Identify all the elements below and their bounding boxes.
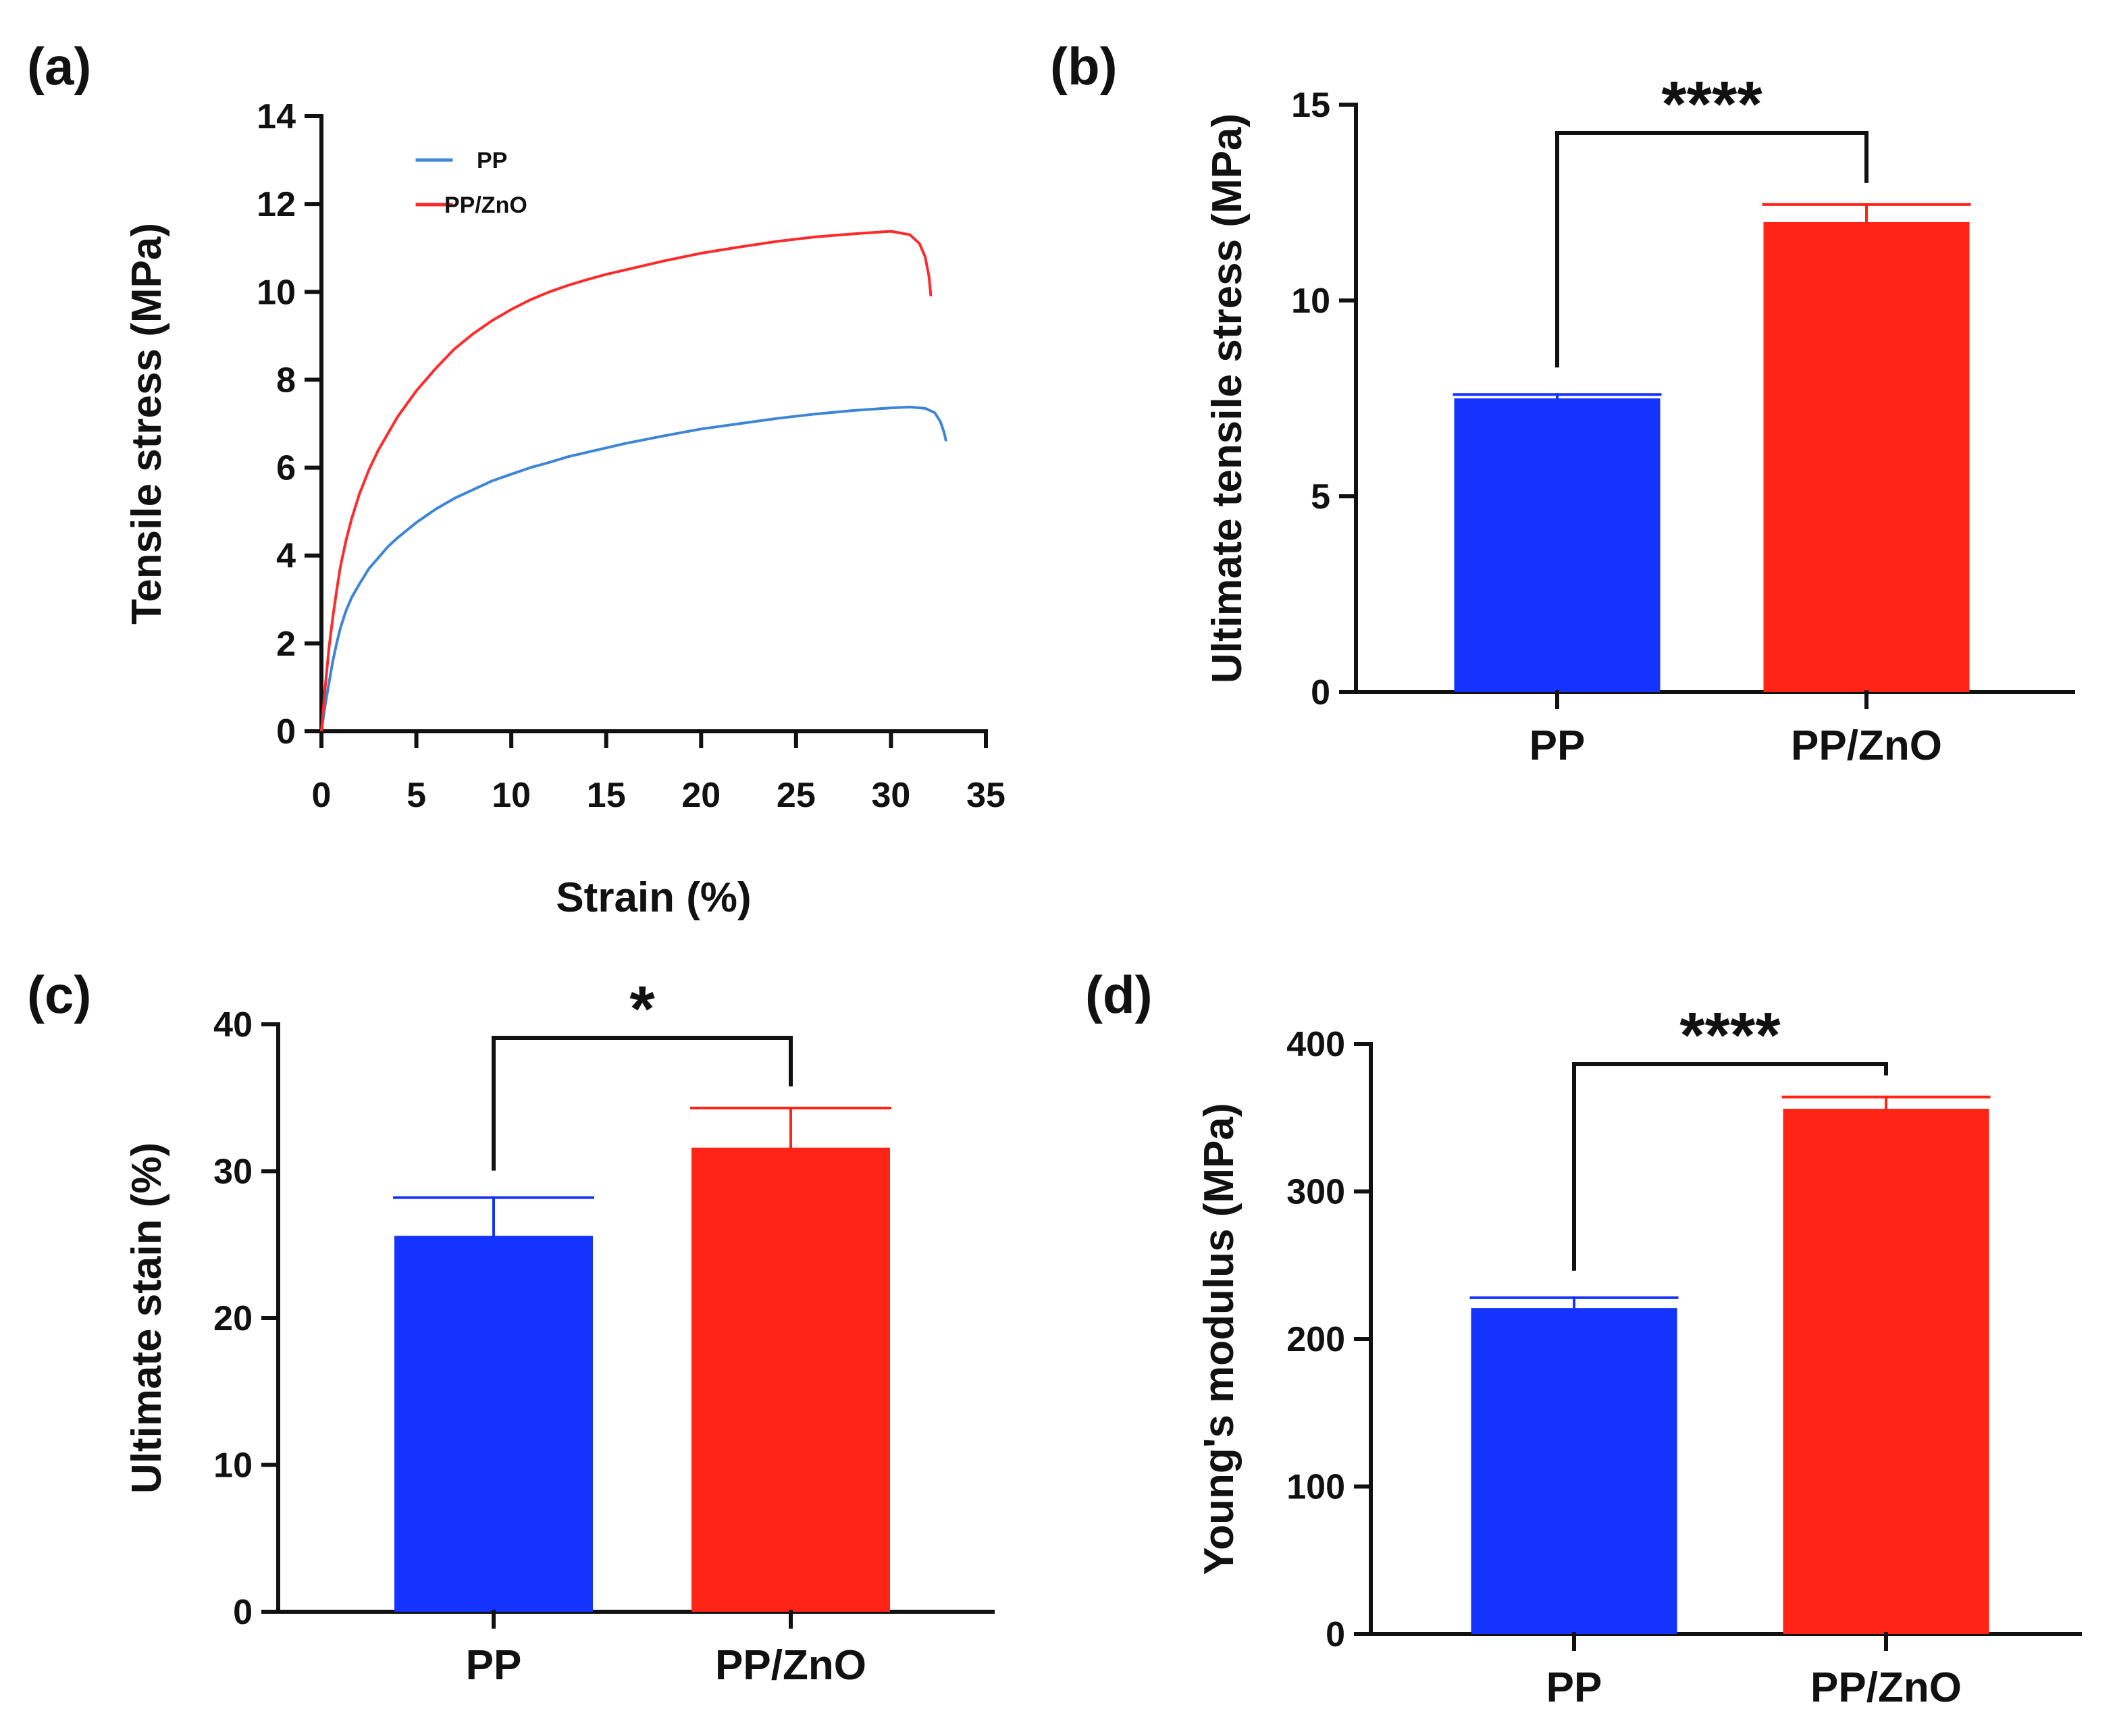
y-tick-label: 100 [1286, 1468, 1345, 1507]
significance-bracket [1555, 131, 1868, 368]
y-axis-title: Ultimate stain (%) [124, 1142, 170, 1494]
y-tick-label: 200 [1286, 1320, 1345, 1359]
significance-stars: **** [1679, 999, 1781, 1072]
panel-d: (d) Young's modulus (MPa) 0 100 200 300 400 PP P… [1085, 965, 2082, 1711]
x-tick-label: 20 [681, 776, 721, 815]
y-tick-label: 20 [213, 1299, 253, 1338]
y-tick-label: 8 [276, 361, 296, 400]
legend-label: PP [477, 148, 507, 174]
x-category-label: PP/ZnO [1810, 1664, 1962, 1711]
y-axis-title: Young's modulus (MPa) [1196, 1103, 1243, 1575]
bar-pp [1471, 1308, 1677, 1634]
y-axis-title: Tensile stress (MPa) [124, 223, 170, 625]
x-tick-label: 25 [777, 776, 816, 815]
y-tick-label: 2 [276, 625, 296, 664]
significance-stars: **** [1661, 68, 1762, 140]
x-category-label: PP [466, 1642, 522, 1689]
y-tick-label: 0 [1311, 673, 1330, 712]
significance-bracket [492, 1036, 793, 1171]
y-tick-label: 5 [1311, 477, 1330, 517]
bar-pp [1454, 398, 1661, 692]
x-category-label: PP/ZnO [1791, 722, 1942, 769]
y-axis-title: Ultimate tensile stress (MPa) [1204, 113, 1251, 683]
y-tick-label: 12 [257, 185, 296, 224]
x-tick-label: 30 [872, 776, 911, 815]
panel-letter: (c) [27, 965, 91, 1024]
x-tick-label: 10 [492, 776, 531, 815]
bar-pp-zno [691, 1147, 890, 1612]
y-tick-label: 0 [276, 712, 296, 752]
y-tick-label: 6 [276, 449, 296, 488]
y-tick-label: 400 [1286, 1025, 1345, 1064]
y-tick-label: 15 [1291, 86, 1330, 125]
significance-bracket [1572, 1062, 1888, 1271]
y-tick-label: 0 [1326, 1615, 1345, 1654]
x-category-label: PP [1546, 1664, 1602, 1711]
y-tick-label: 10 [257, 273, 296, 312]
series-line-pp-zno [320, 230, 933, 732]
panel-a: (a) Tensile stress (MPa) 0 2 4 6 8 10 12 14 0 5 10 15… [27, 36, 1005, 921]
series-line-pp [320, 405, 947, 732]
y-tick-label: 10 [213, 1446, 253, 1485]
y-tick-label: 10 [1291, 282, 1330, 321]
y-tick-label: 40 [213, 1005, 253, 1045]
panel-b: (b) Ultimate tensile stress (MPa) 0 5 10 15 PP… [1050, 36, 2075, 769]
x-tick-label: 15 [587, 776, 626, 815]
y-tick-label: 14 [257, 97, 296, 136]
x-category-label: PP [1530, 722, 1586, 769]
x-category-label: PP/ZnO [715, 1642, 866, 1689]
y-tick-label: 0 [233, 1593, 253, 1632]
bar-pp-zno [1763, 222, 1970, 692]
y-tick-label: 4 [276, 537, 296, 576]
x-tick-label: 35 [966, 776, 1005, 815]
bar-pp-zno [1783, 1109, 1989, 1634]
panel-letter: (b) [1050, 36, 1118, 96]
panel-letter: (a) [27, 36, 91, 96]
y-tick-label: 30 [213, 1153, 253, 1192]
panel-c: (c) Ultimate stain (%) 0 10 20 30 40 PP PP/ZnO * [27, 965, 995, 1689]
x-tick-label: 5 [407, 776, 426, 815]
bar-pp [394, 1236, 593, 1612]
y-tick-label: 300 [1286, 1173, 1345, 1212]
panel-letter: (d) [1085, 965, 1153, 1024]
legend-label: PP/ZnO [444, 192, 527, 218]
x-tick-label: 0 [312, 776, 332, 815]
x-axis-title: Strain (%) [556, 874, 751, 921]
significance-stars: * [629, 973, 655, 1045]
